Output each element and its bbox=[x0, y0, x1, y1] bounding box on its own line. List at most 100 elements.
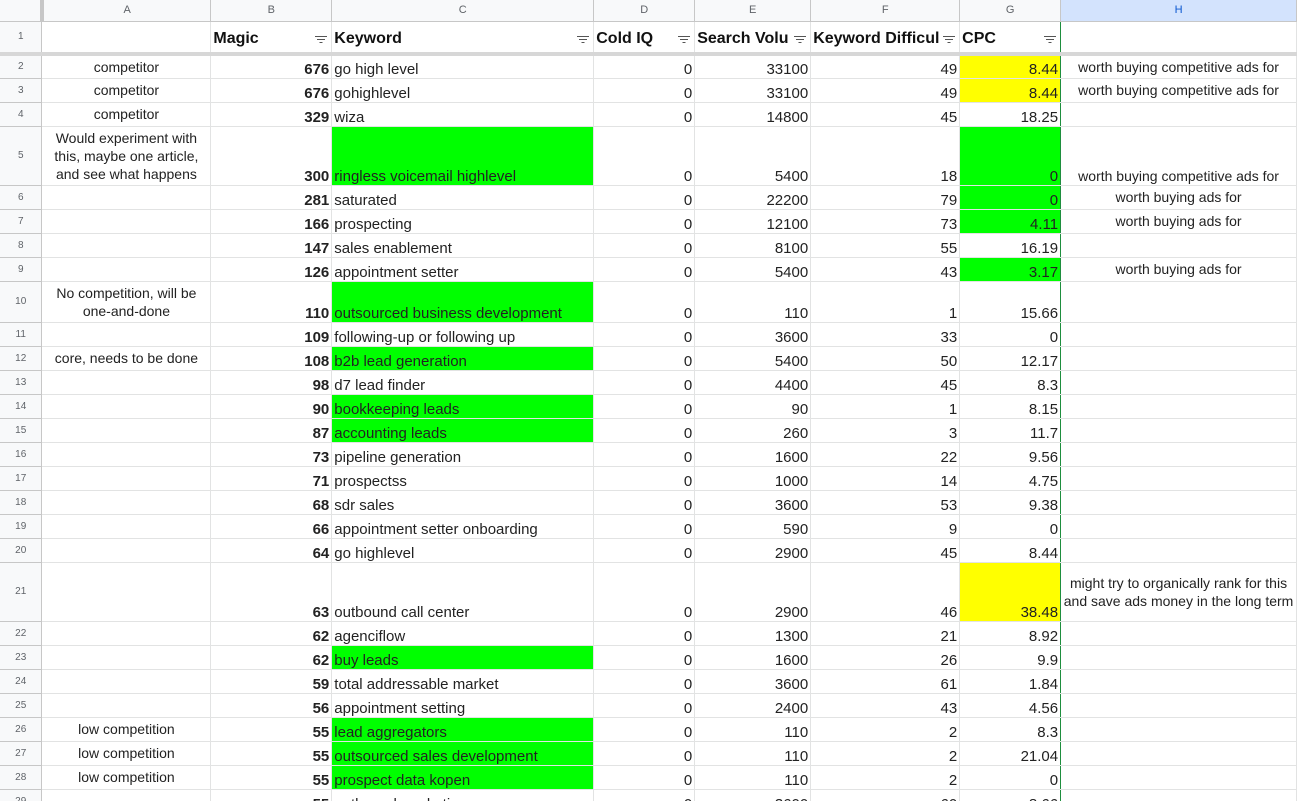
keyword-cell[interactable]: prospecting bbox=[331, 209, 595, 234]
search-volume-cell[interactable]: 260 bbox=[694, 418, 812, 443]
row-number[interactable]: 7 bbox=[0, 209, 43, 234]
magic-cell[interactable]: 281 bbox=[210, 185, 333, 210]
keyword-cell[interactable]: prospect data kopen bbox=[331, 765, 595, 790]
comment-cell[interactable] bbox=[1060, 322, 1297, 347]
comment-cell[interactable] bbox=[1060, 102, 1297, 127]
cold-iq-cell[interactable]: 0 bbox=[593, 442, 696, 467]
header-keyword[interactable]: Keyword bbox=[331, 21, 595, 56]
cell-h1[interactable] bbox=[1060, 21, 1297, 56]
note-cell[interactable]: Would experiment with this, maybe one ar… bbox=[41, 126, 212, 186]
cold-iq-cell[interactable]: 0 bbox=[593, 78, 696, 103]
keyword-difficulty-cell[interactable]: 46 bbox=[810, 562, 961, 622]
row-number[interactable]: 19 bbox=[0, 514, 43, 539]
cold-iq-cell[interactable]: 0 bbox=[593, 693, 696, 718]
comment-cell[interactable] bbox=[1060, 538, 1297, 563]
keyword-cell[interactable]: outsourced sales development bbox=[331, 741, 595, 766]
cpc-cell[interactable]: 0 bbox=[959, 185, 1062, 210]
note-cell[interactable] bbox=[41, 514, 212, 539]
magic-cell[interactable]: 55 bbox=[210, 765, 333, 790]
cell-a1[interactable] bbox=[41, 21, 212, 56]
cold-iq-cell[interactable]: 0 bbox=[593, 102, 696, 127]
row-number[interactable]: 8 bbox=[0, 233, 43, 258]
select-all-corner[interactable] bbox=[0, 0, 44, 22]
magic-cell[interactable]: 71 bbox=[210, 466, 333, 491]
search-volume-cell[interactable]: 14800 bbox=[694, 102, 812, 127]
keyword-difficulty-cell[interactable]: 43 bbox=[810, 693, 961, 718]
keyword-cell[interactable]: sales enablement bbox=[331, 233, 595, 258]
keyword-difficulty-cell[interactable]: 2 bbox=[810, 741, 961, 766]
filter-icon[interactable] bbox=[942, 35, 955, 44]
keyword-difficulty-cell[interactable]: 22 bbox=[810, 442, 961, 467]
magic-cell[interactable]: 55 bbox=[210, 741, 333, 766]
keyword-cell[interactable]: bookkeeping leads bbox=[331, 394, 595, 419]
search-volume-cell[interactable]: 5400 bbox=[694, 126, 812, 186]
keyword-cell[interactable]: d7 lead finder bbox=[331, 370, 595, 395]
magic-cell[interactable]: 300 bbox=[210, 126, 333, 186]
search-volume-cell[interactable]: 12100 bbox=[694, 209, 812, 234]
cold-iq-cell[interactable]: 0 bbox=[593, 370, 696, 395]
cold-iq-cell[interactable]: 0 bbox=[593, 514, 696, 539]
search-volume-cell[interactable]: 3600 bbox=[694, 322, 812, 347]
filter-icon[interactable] bbox=[677, 35, 690, 44]
row-number[interactable]: 10 bbox=[0, 281, 43, 323]
cold-iq-cell[interactable]: 0 bbox=[593, 346, 696, 371]
row-number[interactable]: 1 bbox=[0, 21, 43, 56]
keyword-cell[interactable]: buy leads bbox=[331, 645, 595, 670]
filter-icon[interactable] bbox=[576, 35, 589, 44]
cpc-cell[interactable]: 16.19 bbox=[959, 233, 1062, 258]
row-number[interactable]: 25 bbox=[0, 693, 43, 718]
cold-iq-cell[interactable]: 0 bbox=[593, 669, 696, 694]
keyword-cell[interactable]: ringless voicemail highlevel bbox=[331, 126, 595, 186]
keyword-cell[interactable]: prospectss bbox=[331, 466, 595, 491]
comment-cell[interactable] bbox=[1060, 621, 1297, 646]
keyword-difficulty-cell[interactable]: 79 bbox=[810, 185, 961, 210]
comment-cell[interactable] bbox=[1060, 466, 1297, 491]
note-cell[interactable] bbox=[41, 538, 212, 563]
row-number[interactable]: 2 bbox=[0, 54, 43, 79]
comment-cell[interactable] bbox=[1060, 394, 1297, 419]
comment-cell[interactable] bbox=[1060, 370, 1297, 395]
magic-cell[interactable]: 66 bbox=[210, 514, 333, 539]
search-volume-cell[interactable]: 90 bbox=[694, 394, 812, 419]
filter-icon[interactable] bbox=[793, 35, 806, 44]
comment-cell[interactable] bbox=[1060, 346, 1297, 371]
magic-cell[interactable]: 166 bbox=[210, 209, 333, 234]
keyword-cell[interactable]: lead aggregators bbox=[331, 717, 595, 742]
keyword-cell[interactable]: total addressable market bbox=[331, 669, 595, 694]
note-cell[interactable]: competitor bbox=[41, 54, 212, 79]
keyword-cell[interactable]: b2b lead generation bbox=[331, 346, 595, 371]
comment-cell[interactable]: might try to organically rank for this a… bbox=[1060, 562, 1297, 622]
magic-cell[interactable]: 676 bbox=[210, 54, 333, 79]
note-cell[interactable] bbox=[41, 621, 212, 646]
keyword-difficulty-cell[interactable]: 45 bbox=[810, 538, 961, 563]
search-volume-cell[interactable]: 33100 bbox=[694, 54, 812, 79]
row-number[interactable]: 29 bbox=[0, 789, 43, 801]
keyword-cell[interactable]: go high level bbox=[331, 54, 595, 79]
magic-cell[interactable]: 63 bbox=[210, 562, 333, 622]
cold-iq-cell[interactable]: 0 bbox=[593, 126, 696, 186]
comment-cell[interactable] bbox=[1060, 645, 1297, 670]
note-cell[interactable] bbox=[41, 693, 212, 718]
row-number[interactable]: 26 bbox=[0, 717, 43, 742]
magic-cell[interactable]: 87 bbox=[210, 418, 333, 443]
keyword-difficulty-cell[interactable]: 2 bbox=[810, 717, 961, 742]
header-search-volume[interactable]: Search Volu bbox=[694, 21, 812, 56]
keyword-difficulty-cell[interactable]: 2 bbox=[810, 765, 961, 790]
magic-cell[interactable]: 109 bbox=[210, 322, 333, 347]
header-magic[interactable]: Magic bbox=[210, 21, 333, 56]
note-cell[interactable] bbox=[41, 233, 212, 258]
keyword-difficulty-cell[interactable]: 1 bbox=[810, 394, 961, 419]
cpc-cell[interactable]: 4.11 bbox=[959, 209, 1062, 234]
note-cell[interactable]: competitor bbox=[41, 78, 212, 103]
keyword-difficulty-cell[interactable]: 49 bbox=[810, 54, 961, 79]
row-number[interactable]: 16 bbox=[0, 442, 43, 467]
column-header-d[interactable]: D bbox=[593, 0, 696, 22]
keyword-cell[interactable]: saturated bbox=[331, 185, 595, 210]
note-cell[interactable] bbox=[41, 209, 212, 234]
search-volume-cell[interactable]: 3600 bbox=[694, 490, 812, 515]
cold-iq-cell[interactable]: 0 bbox=[593, 209, 696, 234]
comment-cell[interactable]: worth buying competitive ads for bbox=[1060, 78, 1297, 103]
comment-cell[interactable] bbox=[1060, 514, 1297, 539]
note-cell[interactable]: competitor bbox=[41, 102, 212, 127]
row-number[interactable]: 21 bbox=[0, 562, 43, 622]
